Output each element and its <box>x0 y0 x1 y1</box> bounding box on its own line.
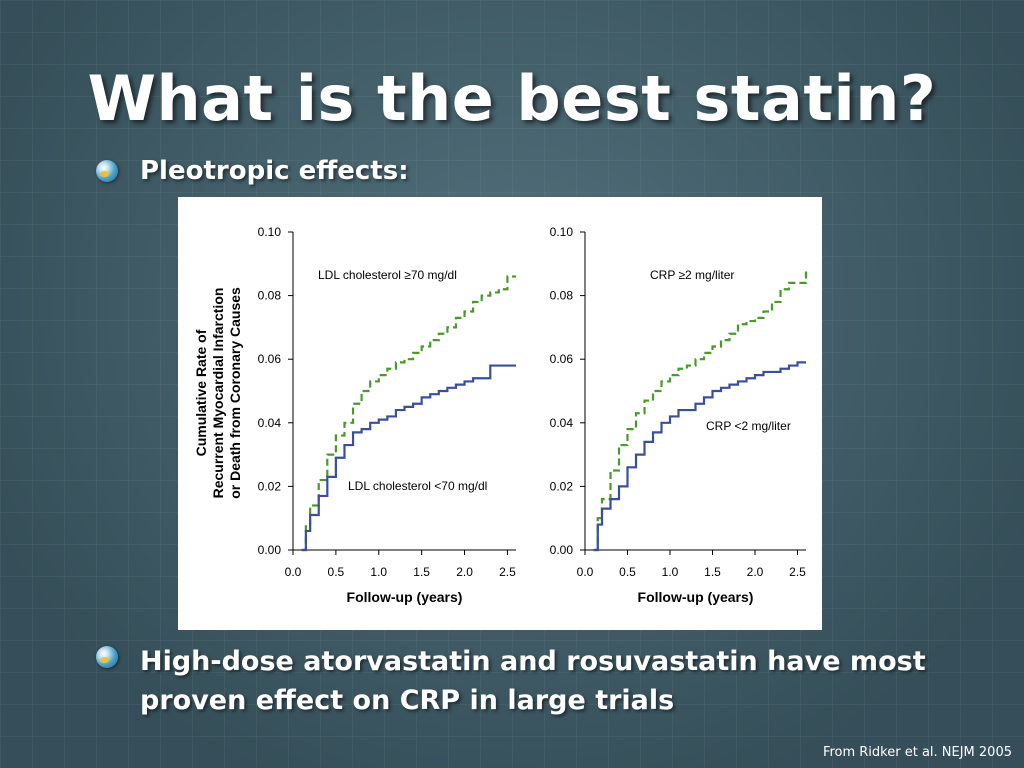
x-tick-label: 0.5 <box>619 565 636 579</box>
y-tick-label: 0.02 <box>258 479 282 493</box>
y-tick-label: 0.00 <box>258 543 282 557</box>
y-tick-label: 0.06 <box>550 352 574 366</box>
x-tick-label: 0.5 <box>328 565 345 579</box>
globe-bullet-icon <box>96 160 118 182</box>
y-tick-label: 0.06 <box>258 352 282 366</box>
citation: From Ridker et al. NEJM 2005 <box>822 745 1012 760</box>
series-label: CRP ≥2 mg/liter <box>650 268 734 282</box>
kaplan-meier-figure: 0.00 0.02 0.04 0.06 0.08 0.10 0.0 0.5 1.0 1.5 2.0 2… <box>178 197 822 630</box>
x-axis-label: Follow-up (years) <box>347 589 463 605</box>
series-high-line <box>593 270 808 552</box>
x-tick-label: 0.0 <box>285 565 302 579</box>
y-tick-label: 0.10 <box>550 225 574 239</box>
y-tick-label: 0.04 <box>258 416 282 430</box>
x-tick-label: 2.0 <box>747 565 764 579</box>
series-label: CRP <2 mg/liter <box>706 419 791 433</box>
bullet-pleotropic: Pleotropic effects: <box>96 156 409 186</box>
y-tick-label: 0.00 <box>550 543 574 557</box>
series-high-line <box>301 275 516 552</box>
slide-title: What is the best statin? <box>87 62 937 135</box>
y-tick-label: 0.02 <box>550 479 574 493</box>
x-tick-label: 1.0 <box>370 565 387 579</box>
x-tick-label: 2.0 <box>456 565 473 579</box>
x-tick-label: 0.0 <box>577 565 594 579</box>
globe-bullet-icon <box>96 646 118 668</box>
x-tick-label: 1.5 <box>413 565 430 579</box>
x-axis-label: Follow-up (years) <box>638 589 754 605</box>
series-label: LDL cholesterol <70 mg/dl <box>348 479 487 493</box>
series-low-line <box>593 361 806 552</box>
y-tick-label: 0.08 <box>550 289 574 303</box>
y-tick-label: 0.08 <box>258 289 282 303</box>
x-tick-label: 2.5 <box>499 565 516 579</box>
x-tick-label: 1.0 <box>662 565 679 579</box>
bullet-text-pleotropic: Pleotropic effects: <box>140 156 409 186</box>
bullet-text-crp: High-dose atorvastatin and rosuvastatin … <box>140 646 926 716</box>
y-tick-label: 0.10 <box>258 225 282 239</box>
x-tick-label: 1.5 <box>704 565 721 579</box>
bullet-crp-statins: High-dose atorvastatin and rosuvastatin … <box>96 642 976 720</box>
y-axis-label: Cumulative Rate ofRecurrent Myocardial I… <box>193 287 243 499</box>
series-label: LDL cholesterol ≥70 mg/dl <box>318 268 457 282</box>
chart-canvas: 0.00 0.02 0.04 0.06 0.08 0.10 0.0 0.5 1.0 1.5 2.0 2… <box>193 225 808 605</box>
y-tick-label: 0.04 <box>550 416 574 430</box>
series-low-line <box>301 364 516 552</box>
x-tick-label: 2.5 <box>789 565 806 579</box>
